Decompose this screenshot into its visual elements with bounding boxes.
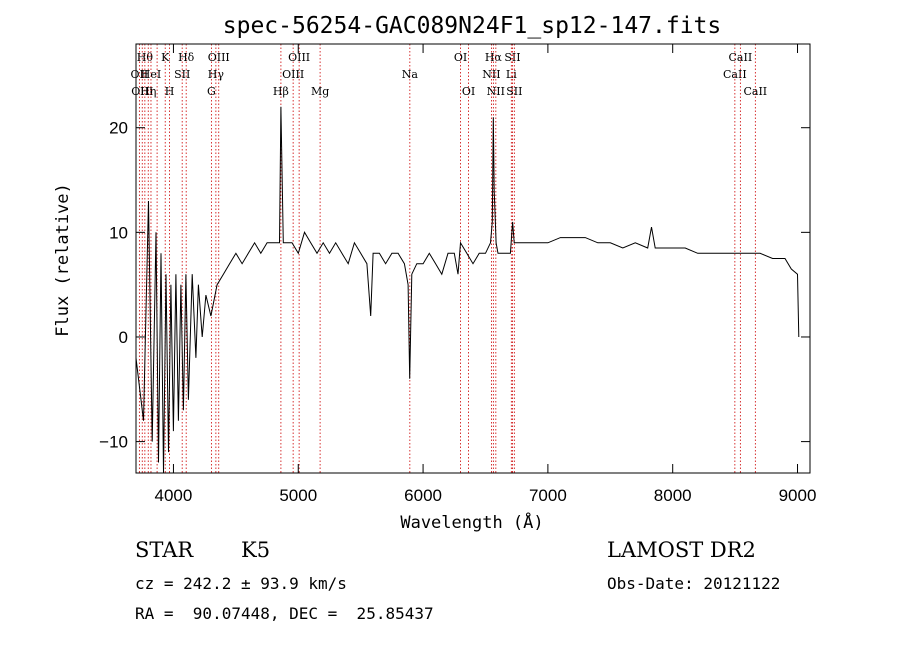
spectral-line-label: OIII	[288, 51, 310, 64]
spectral-line-label: SII	[174, 68, 190, 81]
spectral-line-label: CaII	[723, 68, 747, 81]
spectral-line-label: Li	[506, 68, 517, 81]
spectral-line-label: OIII	[282, 68, 304, 81]
y-axis-label: Flux (relative)	[53, 183, 73, 337]
x-tick-label: 5000	[279, 486, 317, 505]
spectral-line-label: OI	[462, 85, 475, 98]
spectral-line-label: CaII	[743, 85, 767, 98]
survey-name: LAMOST DR2	[607, 538, 756, 562]
spectral-line-label: H	[165, 85, 175, 98]
spectral-line-label: SII	[506, 85, 522, 98]
x-tick-label: 7000	[529, 486, 567, 505]
coordinates: RA = 90.07448, DEC = 25.85437	[135, 604, 434, 623]
spectral-line-label: SII	[504, 51, 520, 64]
x-tick-label: 8000	[654, 486, 692, 505]
x-tick-label: 6000	[404, 486, 442, 505]
observation-date: Obs-Date: 20121122	[607, 574, 781, 593]
spectral-line-label: Hβ	[273, 85, 289, 98]
spectral-line-label: Hδ	[178, 51, 195, 64]
spectral-line-label: CaII	[729, 51, 753, 64]
x-tick-label: 9000	[779, 486, 817, 505]
spectral-line-label: Hα	[485, 51, 503, 64]
spectral-line-label: NII	[487, 85, 505, 98]
spectral-line-label: NII	[482, 68, 500, 81]
plot-frame	[135, 43, 811, 474]
spectral-line-label: OI	[454, 51, 467, 64]
spectral-line-label: Hγ	[208, 68, 225, 81]
y-tick-label: 10	[109, 223, 128, 242]
y-axis-ticks: −10 0 10 20	[99, 119, 810, 452]
spectral-line-label: Na	[402, 68, 419, 81]
object-class: STAR	[135, 538, 194, 562]
redshift-value: cz = 242.2 ± 93.9 km/s	[135, 574, 347, 593]
spectral-line-label: OIII	[131, 85, 153, 98]
spectral-line-label: Hη	[140, 85, 156, 98]
object-subclass: K5	[241, 538, 271, 562]
spectral-line-label: K	[161, 51, 170, 64]
spectral-line-label: Mg	[311, 85, 329, 98]
x-axis-label: Wavelength (Å)	[400, 511, 543, 533]
x-tick-label: 4000	[155, 486, 193, 505]
y-tick-label: 0	[119, 328, 128, 347]
spectral-line-label: OIII	[208, 51, 230, 64]
spectral-line-label: Hθ	[137, 51, 154, 64]
y-tick-label: 20	[109, 119, 128, 138]
spectral-line-label: OII	[131, 68, 149, 81]
chart-title: spec-56254-GAC089N24F1_sp12-147.fits	[223, 13, 722, 39]
y-tick-label: −10	[99, 433, 128, 452]
spectral-line-label: G	[207, 85, 216, 98]
x-axis-ticks: 4000 5000 6000 7000 8000 9000	[155, 44, 817, 505]
spectral-line-label: HeI	[141, 68, 161, 81]
spectrum-line	[135, 106, 800, 474]
spectrum-series	[135, 106, 800, 474]
